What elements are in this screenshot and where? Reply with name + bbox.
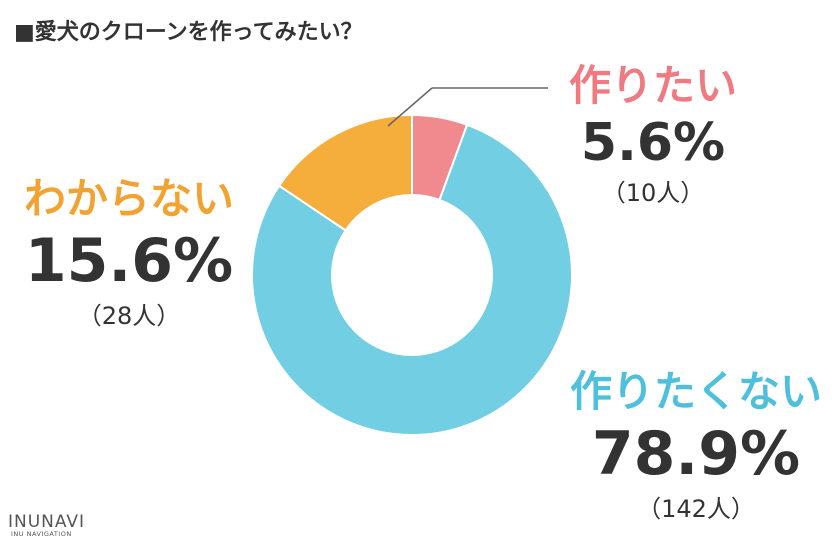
label-want-count: （10人）	[601, 179, 705, 207]
label-want-percent: 5.6%	[580, 113, 726, 173]
slice-not-want	[251, 123, 573, 436]
logo-main: INUNAVI	[8, 512, 86, 532]
label-not-want-percent: 78.9%	[591, 419, 801, 489]
leader-line	[387, 87, 433, 127]
label-unsure: わからない 15.6% （28人）	[4, 165, 254, 331]
label-want-name: 作りたい	[568, 61, 737, 110]
logo-sub: INU NAVIGATION	[11, 530, 72, 538]
chart-title: ■愛犬のクローンを作ってみたい？	[14, 20, 363, 45]
slice-unsure	[277, 113, 413, 232]
label-not-want: 作りたくない 78.9% （142人）	[555, 358, 837, 524]
label-unsure-count: （28人）	[77, 302, 181, 330]
label-not-want-name: 作りたくない	[569, 367, 822, 416]
inunavi-logo: INUNAVI INU NAVIGATION	[8, 512, 85, 538]
donut-slices	[251, 113, 573, 436]
label-want: 作りたい 5.6% （10人）	[548, 52, 758, 208]
label-not-want-count: （142人）	[637, 495, 755, 523]
label-unsure-percent: 15.6%	[24, 226, 234, 296]
label-unsure-name: わからない	[23, 174, 234, 223]
